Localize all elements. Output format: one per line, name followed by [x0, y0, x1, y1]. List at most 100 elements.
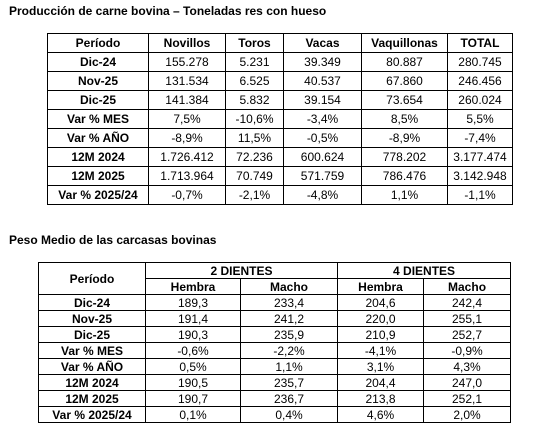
cell: 4,6%	[337, 406, 425, 423]
cell: 189,3	[145, 294, 241, 311]
cell: 236,7	[239, 390, 339, 407]
cell: 241,2	[239, 310, 339, 327]
cell: -8,9%	[148, 128, 226, 148]
cell: 73.654	[361, 90, 448, 110]
row: Dic-25 190,3 235,9 210,9 252,7	[38, 326, 512, 343]
row: 12M 2025 190,7 236,7 213,8 252,1	[38, 390, 512, 407]
cell: 72.236	[225, 147, 284, 167]
row: Var % 2025/24 -0,7% -2,1% -4,8% 1,1% -1,1%	[47, 185, 513, 205]
row-label: Dic-24	[47, 52, 149, 72]
row-label: Var % 2025/24	[47, 185, 149, 205]
row-label: Dic-24	[38, 294, 146, 311]
cell: -0,9%	[423, 342, 512, 359]
cell: 0,4%	[239, 406, 339, 423]
column-header: Novillos	[148, 33, 226, 53]
title: Producción de carne bovina – Toneladas r…	[9, 4, 327, 18]
cell: 5.832	[225, 90, 284, 110]
row: 12M 2024 1.726.412 72.236 600.624 778.202 3.1…	[47, 147, 513, 167]
cell: 204,6	[337, 294, 425, 311]
cell: -10,6%	[225, 109, 284, 129]
row: Nov-25 131.534 6.525 40.537 67.860 246.456	[47, 71, 513, 91]
cell: 0,5%	[145, 358, 241, 375]
cell: 1.713.964	[148, 166, 226, 186]
cell: 235,9	[239, 326, 339, 343]
column-header: Macho	[239, 278, 339, 295]
row: Var % MES -0,6% -2,2% -4,1% -0,9%	[38, 342, 512, 359]
cell: -2,1%	[225, 185, 284, 205]
cell: 155.278	[148, 52, 226, 72]
cell: 246.456	[447, 71, 513, 91]
row: Var % AÑO -8,9% 11,5% -0,5% -8,9% -7,4%	[47, 128, 513, 148]
row-label: 12M 2024	[38, 374, 146, 391]
cell: -0,5%	[283, 128, 362, 148]
cell: 39.154	[283, 90, 362, 110]
cell: 70.749	[225, 166, 284, 186]
row: Var % 2025/24 0,1% 0,4% 4,6% 2,0%	[38, 406, 512, 423]
cell: 0,1%	[145, 406, 241, 423]
cell: 235,7	[239, 374, 339, 391]
cell: 252,7	[423, 326, 512, 343]
row: Dic-24 189,3 233,4 204,6 242,4	[38, 294, 512, 311]
cell: 67.860	[361, 71, 448, 91]
row: Dic-25 141.384 5.832 39.154 73.654 260.024	[47, 90, 513, 110]
cell: 280.745	[447, 52, 513, 72]
column-header: TOTAL	[447, 33, 513, 53]
cell: 786.476	[361, 166, 448, 186]
cell: 190,5	[145, 374, 241, 391]
row-label: Var % MES	[47, 109, 149, 129]
cell: 7,5%	[148, 109, 226, 129]
cell: -4,8%	[283, 185, 362, 205]
cell: -2,2%	[239, 342, 339, 359]
cell: 233,4	[239, 294, 339, 311]
cell: 4,3%	[423, 358, 512, 375]
row-label: Var % 2025/24	[38, 406, 146, 423]
row: Var % MES 7,5% -10,6% -3,4% 8,5% 5,5%	[47, 109, 513, 129]
row-label: 12M 2025	[38, 390, 146, 407]
cell: 252,1	[423, 390, 512, 407]
column-header: Vacas	[283, 33, 362, 53]
cell: 80.887	[361, 52, 448, 72]
cell: -4,1%	[337, 342, 425, 359]
cell: 210,9	[337, 326, 425, 343]
row-label: Var % MES	[38, 342, 146, 359]
cell: -0,6%	[145, 342, 241, 359]
cell: 247,0	[423, 374, 512, 391]
header-row: Período 2 DIENTES 4 DIENTES	[38, 262, 512, 295]
cell: 1,1%	[239, 358, 339, 375]
row-label: Var % AÑO	[47, 128, 149, 148]
row-label: Dic-25	[47, 90, 149, 110]
cell: 6.525	[225, 71, 284, 91]
cell: -8,9%	[361, 128, 448, 148]
column-header: Hembra	[145, 278, 241, 295]
cell: -0,7%	[148, 185, 226, 205]
cell: -3,4%	[283, 109, 362, 129]
cell: 778.202	[361, 147, 448, 167]
cell: 141.384	[148, 90, 226, 110]
production-table: Período Novillos Toros Vacas Vaquillonas TOTA…	[47, 33, 513, 205]
cell: 5.231	[225, 52, 284, 72]
cell: 5,5%	[447, 109, 513, 129]
cell: 2,0%	[423, 406, 512, 423]
cell: 204,4	[337, 374, 425, 391]
weight-table: Período 2 DIENTES 4 DIENTES Hembra Macho Hemb…	[38, 262, 512, 423]
cell: 260.024	[447, 90, 513, 110]
header-row: Período Novillos Toros Vacas Vaquillonas TOTA…	[47, 33, 513, 53]
row-label: 12M 2024	[47, 147, 149, 167]
column-header: Período	[38, 262, 146, 295]
title: Peso Medio de las carcasas bovinas	[9, 233, 217, 247]
row-label: Var % AÑO	[38, 358, 146, 375]
cell: 3.177.474	[447, 147, 513, 167]
cell: 190,7	[145, 390, 241, 407]
column-header: Período	[47, 33, 149, 53]
cell: 40.537	[283, 71, 362, 91]
column-header: Hembra	[337, 278, 425, 295]
cell: 1.726.412	[148, 147, 226, 167]
group-header: 4 DIENTES	[337, 262, 512, 279]
cell: 600.624	[283, 147, 362, 167]
cell: 191,4	[145, 310, 241, 327]
column-header: Toros	[225, 33, 284, 53]
row-label: Nov-25	[47, 71, 149, 91]
cell: 39.349	[283, 52, 362, 72]
row: Nov-25 191,4 241,2 220,0 255,1	[38, 310, 512, 327]
cell: 11,5%	[225, 128, 284, 148]
